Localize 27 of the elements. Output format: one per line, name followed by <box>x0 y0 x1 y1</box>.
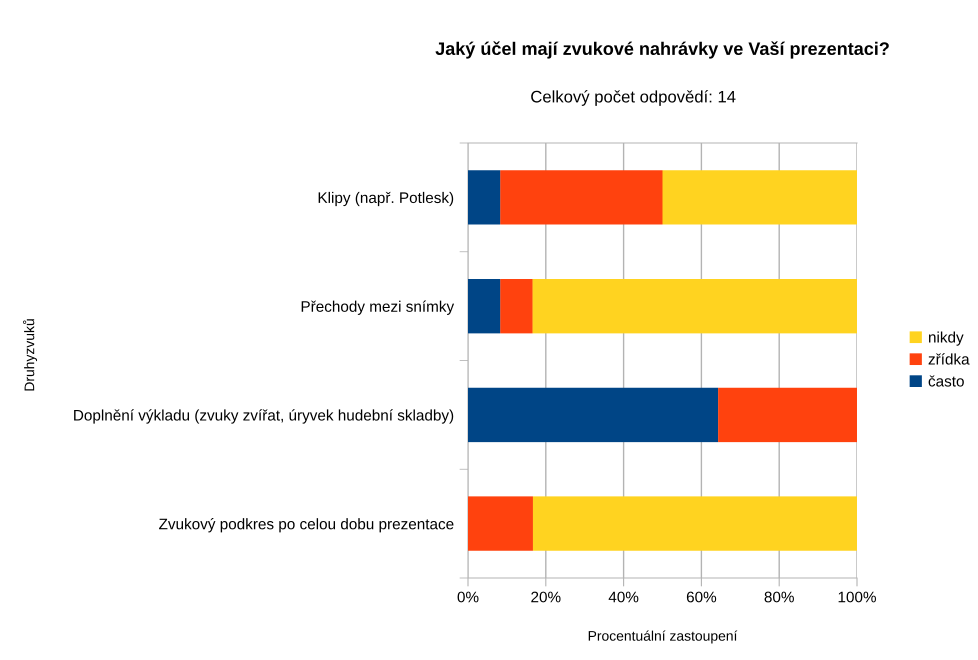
bar <box>532 278 857 334</box>
bar <box>468 170 500 225</box>
x-axis-title: Procentuální zastoupení <box>588 630 738 644</box>
y-tick-label: Klipy (např. Potlesk) <box>318 192 454 206</box>
bar <box>532 496 857 551</box>
bar <box>662 170 857 225</box>
y-tick-label: Doplnění výkladu (zvuky zvířat, úryvek hudební skladby) <box>74 409 454 424</box>
x-tick-label: 60% <box>686 592 716 602</box>
chart-title: Jaký účel mají zvukové nahrávky ve Vaší prezentaci? <box>435 41 889 59</box>
legend-label: zřídka <box>928 353 970 365</box>
x-tick-label: 100% <box>838 592 876 602</box>
x-tick-label: 20% <box>531 592 561 602</box>
chart-subtitle: Celkový počet odpovědí: 14 <box>531 90 736 106</box>
bar <box>500 170 662 225</box>
legend-label: nikdy <box>929 331 964 346</box>
bar <box>468 278 500 334</box>
legend-label: často <box>928 375 964 387</box>
x-tick-label: 40% <box>608 592 638 602</box>
bar <box>468 496 533 551</box>
bar <box>468 388 718 442</box>
y-tick-label: Zvukový podkres po celou dobu prezentace <box>159 518 454 532</box>
bar <box>718 388 857 442</box>
x-tick-label: 0% <box>458 592 478 602</box>
y-axis-title: Druhyzvuků <box>22 319 38 391</box>
bar <box>500 278 533 334</box>
y-tick-label: Přechody mezi snímky <box>302 300 454 315</box>
x-tick-label: 80% <box>764 592 794 602</box>
